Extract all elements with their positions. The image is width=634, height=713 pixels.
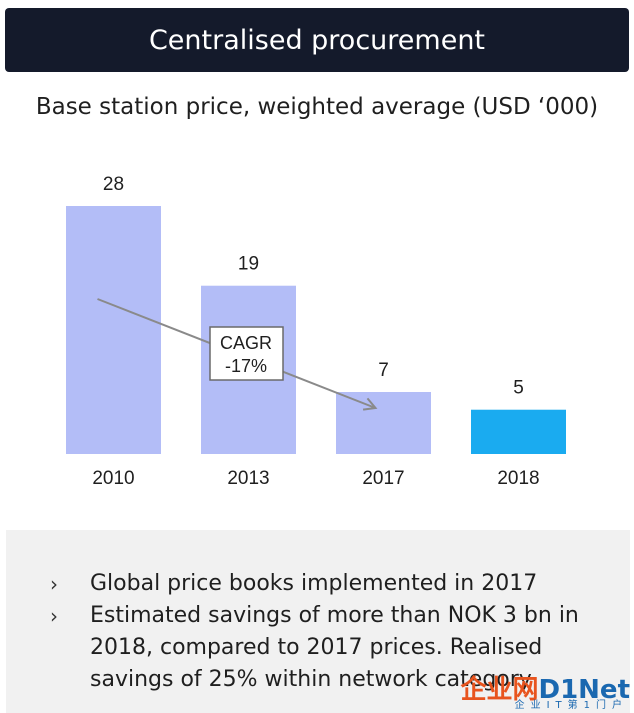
cagr-annotation: CAGR -17% bbox=[209, 326, 284, 381]
bullet-icon: › bbox=[50, 572, 58, 596]
cagr-value: -17% bbox=[225, 356, 267, 376]
category-label-2017: 2017 bbox=[362, 468, 404, 489]
watermark-brand: 企业网D1Net bbox=[460, 669, 630, 706]
cagr-label: CAGR bbox=[220, 333, 272, 353]
header-banner: Centralised procurement bbox=[5, 8, 629, 72]
note-text: Global price books implemented in 2017 bbox=[90, 571, 538, 596]
category-label-2013: 2013 bbox=[227, 468, 269, 489]
category-label-2018: 2018 bbox=[497, 468, 539, 489]
watermark-logo: 企业网D1Net 企业IT第1门户 bbox=[460, 669, 630, 711]
notes-panel: › Global price books implemented in 2017… bbox=[6, 530, 630, 713]
header-title: Centralised procurement bbox=[148, 24, 486, 56]
bullet-icon: › bbox=[50, 604, 58, 628]
watermark-brand-right: D1Net bbox=[538, 675, 631, 705]
data-label-2010: 28 bbox=[103, 174, 124, 195]
watermark-brand-left: 企业网 bbox=[460, 675, 539, 705]
note-text: Estimated savings of more than NOK 3 bn … bbox=[90, 603, 579, 692]
watermark-tagline: 企业IT第1门户 bbox=[514, 700, 628, 711]
bar-2018 bbox=[471, 409, 566, 454]
category-label-2010: 2010 bbox=[92, 468, 134, 489]
bar-chart: 28 2010 19 2013 7 2017 5 2018 CAGR -17% bbox=[66, 174, 566, 489]
note-item: › Estimated savings of more than NOK 3 b… bbox=[6, 600, 630, 696]
note-item: › Global price books implemented in 2017 bbox=[6, 568, 630, 600]
labels-group: 28 2010 19 2013 7 2017 5 2018 bbox=[92, 174, 539, 489]
data-label-2018: 5 bbox=[513, 378, 524, 399]
bar-2010 bbox=[66, 206, 161, 454]
bar-2017 bbox=[336, 392, 431, 454]
bars-group bbox=[66, 206, 566, 454]
chart-title: Base station price, weighted average (US… bbox=[35, 94, 599, 120]
data-label-2017: 7 bbox=[378, 360, 389, 381]
data-label-2013: 19 bbox=[238, 254, 259, 275]
